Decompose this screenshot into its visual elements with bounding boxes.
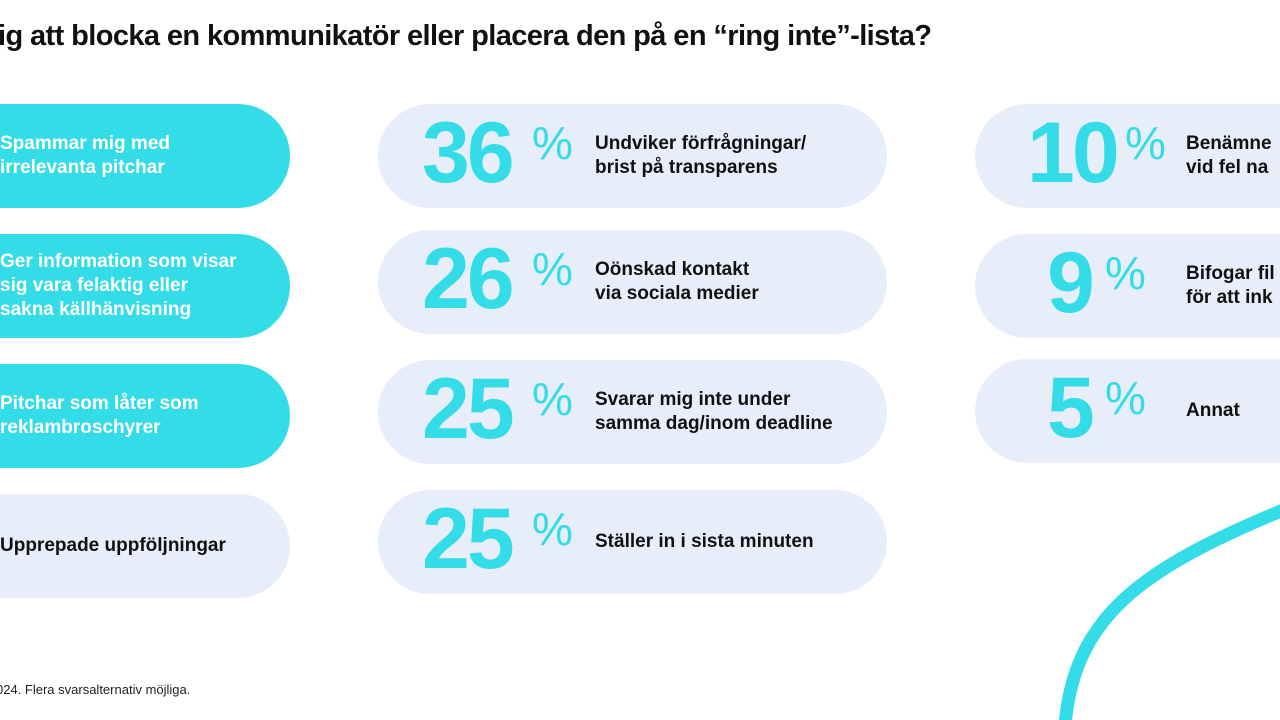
stat-value: 25 — [422, 361, 515, 457]
left-item: Ger information som visar sig vara felak… — [0, 234, 290, 338]
stat-value: 25 — [422, 491, 515, 587]
stat-item: 25% Svarar mig inte under samma dag/inom… — [378, 360, 887, 464]
stat-label: Undviker förfrågningar/ brist på transpa… — [595, 133, 807, 178]
stat-unit: % — [532, 503, 573, 555]
stat-unit: % — [532, 373, 573, 425]
stat-label: Oönskad kontakt via sociala medier — [595, 259, 759, 304]
stat-unit: % — [1105, 247, 1146, 299]
left-item-label: Pitchar som låter som reklambroschyrer — [0, 393, 199, 438]
left-item: Spammar mig med irrelevanta pitchar — [0, 104, 290, 208]
stat-value: 9 — [1047, 235, 1095, 331]
stat-item: 5% Annat — [975, 359, 1280, 463]
stat-unit: % — [1125, 117, 1166, 169]
stat-value: 10 — [1027, 105, 1120, 201]
stat-label: Bifogar fil för att ink — [1186, 263, 1275, 308]
stat-unit: % — [532, 117, 573, 169]
stat-label: Ställer in i sista minuten — [595, 531, 814, 552]
page-title: ig att blocka en kommunikatör eller plac… — [0, 20, 932, 52]
stat-value: 26 — [422, 231, 515, 327]
stat-item: 10% Benämne vid fel na — [975, 104, 1280, 208]
left-item: Upprepade uppföljningar — [0, 494, 290, 598]
stat-item: 26% Oönskad kontakt via sociala medier — [378, 230, 887, 334]
stat-label: Svarar mig inte under samma dag/inom dea… — [595, 389, 833, 434]
stat-label: Annat — [1186, 400, 1240, 421]
left-item-label: Upprepade uppföljningar — [0, 535, 226, 556]
left-item: Pitchar som låter som reklambroschyrer — [0, 364, 290, 468]
stat-label: Benämne vid fel na — [1186, 133, 1272, 178]
stat-value: 5 — [1047, 360, 1095, 456]
stat-unit: % — [1105, 372, 1146, 424]
stat-value: 36 — [422, 105, 515, 201]
left-item-label: Spammar mig med irrelevanta pitchar — [0, 133, 170, 178]
stat-item: 9% Bifogar fil för att ink — [975, 234, 1280, 338]
stat-unit: % — [532, 243, 573, 295]
stat-item: 25% Ställer in i sista minuten — [378, 490, 887, 594]
stat-item: 36% Undviker förfrågningar/ brist på tra… — [378, 104, 887, 208]
left-item-label: Ger information som visar sig vara felak… — [0, 251, 237, 320]
footnote: 024. Flera svarsalternativ möjliga. — [0, 682, 191, 697]
